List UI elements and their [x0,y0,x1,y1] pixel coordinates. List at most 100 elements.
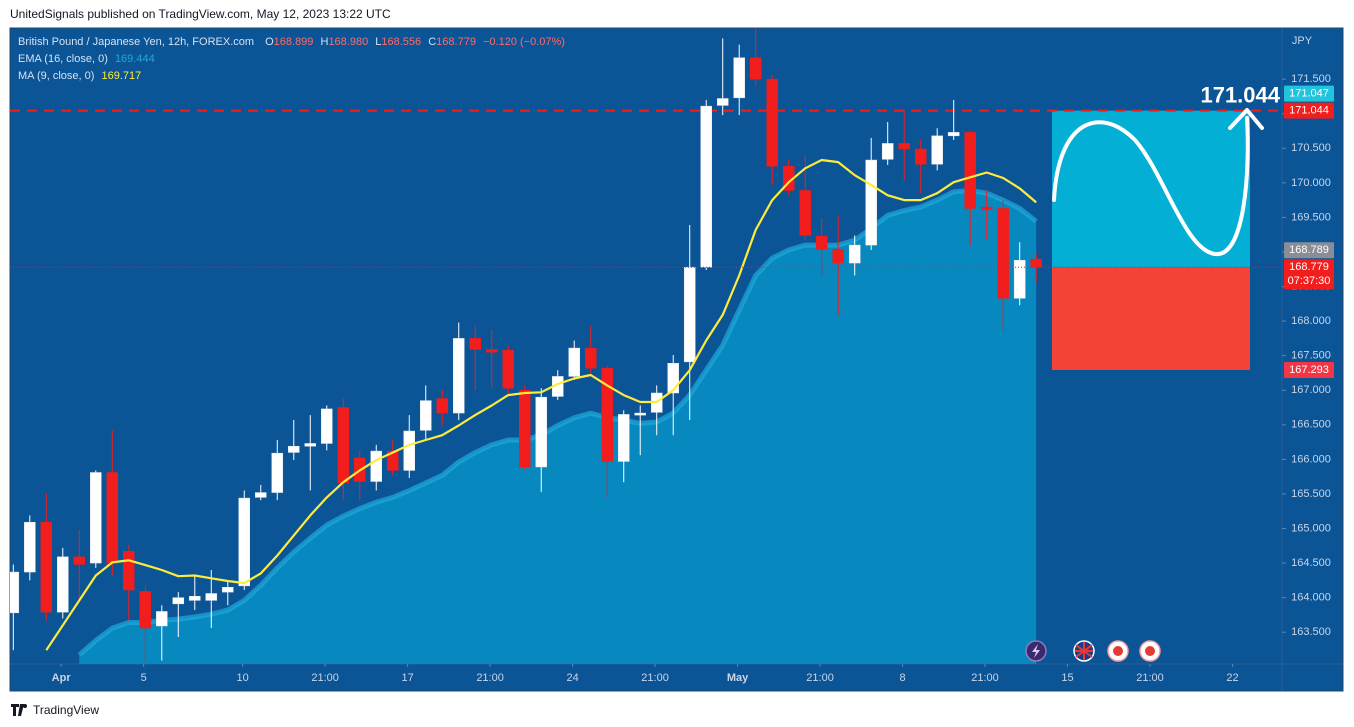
candle-body [964,132,976,209]
candle-body [387,450,399,471]
candle-body [304,443,317,447]
y-tick-label: 169.500 [1291,211,1331,223]
candle-body [749,57,762,80]
price-countdown: 07:37:30 [1288,275,1331,287]
candle-body [1013,260,1026,299]
candle-body [997,208,1009,299]
event-dot [1113,646,1123,656]
price-label-box [1284,102,1334,119]
price-label-box [1284,242,1334,259]
candle-body [271,452,284,493]
price-label: 171.047 [1289,88,1329,100]
candle-body [57,556,69,613]
candle-body [205,593,218,601]
candle-body [420,400,432,431]
candle-body [172,597,185,605]
candle-body [337,407,350,484]
candle-body [106,472,119,564]
price-label: 167.293 [1289,364,1329,376]
price-label-box [1284,259,1334,290]
legend-change: −0.120 (−0.07%) [483,36,565,48]
candle-body [700,105,712,268]
footer-brand: TradingView [33,703,99,717]
y-tick-label: 164.000 [1291,592,1331,604]
price-label-box [1284,85,1334,102]
stop-zone [1052,267,1250,370]
y-tick-label: 163.500 [1291,626,1331,638]
candle-body [123,551,135,591]
candle-body [914,148,927,165]
candle-body [716,98,729,106]
legend-ema-value: 169.444 [115,53,155,65]
x-tick-label: 15 [1061,672,1073,684]
candle-body [733,57,745,99]
candle-body [73,556,86,565]
candle-body [584,347,597,369]
tv-logo-mark [11,704,27,716]
candle-body [881,143,894,160]
y-tick-label: 166.500 [1291,419,1331,431]
candle-body [189,596,201,601]
candle-body [947,132,960,137]
candle-body [24,522,36,573]
candle-body [238,497,251,587]
currency-label: JPY [1292,35,1313,47]
footer-logo: TradingView [11,703,99,717]
x-tick-label: 22 [1226,672,1238,684]
legend-open: 168.899 [274,36,314,48]
target-zone [1052,110,1250,268]
x-tick-label: 10 [236,672,248,684]
candle-body [766,78,778,167]
y-tick-label: 170.000 [1291,177,1331,189]
candle-body [568,347,580,377]
legend-close-prefix: C [428,36,436,48]
candle-body [931,135,943,165]
y-tick-label: 167.500 [1291,350,1331,362]
legend-ma-name: MA (9, close, 0) [18,70,94,82]
legend-low: 168.556 [381,36,421,48]
price-label: 168.789 [1289,244,1329,256]
candle-body [90,472,102,564]
price-label-box [1284,361,1334,378]
legend-ma: MA (9, close, 0) 169.717 [18,70,141,82]
x-tick-label: 5 [141,672,147,684]
plot-area [10,28,1282,664]
candle-body [865,159,877,246]
forecast-curve [1052,116,1250,257]
legend-ma-value: 169.717 [101,70,141,82]
candle-body [255,492,267,498]
legend-high-prefix: H [320,36,328,48]
legend-high: 168.980 [328,36,368,48]
candle-body [667,363,679,394]
candle-body [139,591,152,629]
candle-body [40,522,53,613]
candle-body [832,248,844,264]
candle-body [452,338,465,414]
y-tick-label: 166.000 [1291,453,1331,465]
candle-body [403,430,416,471]
candle-body [815,235,828,250]
candle-body [601,367,613,462]
event-dot [1145,646,1155,656]
candle-body [634,412,646,416]
y-tick-label: 165.500 [1291,488,1331,500]
candle-body [502,349,514,389]
candle-body [617,414,630,462]
x-tick-label: 21:00 [971,672,999,684]
y-tick-label: 170.500 [1291,142,1331,154]
ma-line [45,158,1037,651]
lightning-glyph [1032,644,1040,658]
candle-body [222,587,234,593]
y-tick-label: 168.000 [1291,315,1331,327]
y-tick-label: 164.500 [1291,557,1331,569]
candle-body [535,396,547,468]
candle-body [469,338,481,350]
forecast-arrow [1228,108,1264,130]
legend-close: 168.779 [436,36,476,48]
candle-body [321,408,333,444]
publish-header: UnitedSignals published on TradingView.c… [10,7,391,21]
x-tick-label: May [727,672,749,684]
y-tick-label: 171.500 [1291,73,1331,85]
